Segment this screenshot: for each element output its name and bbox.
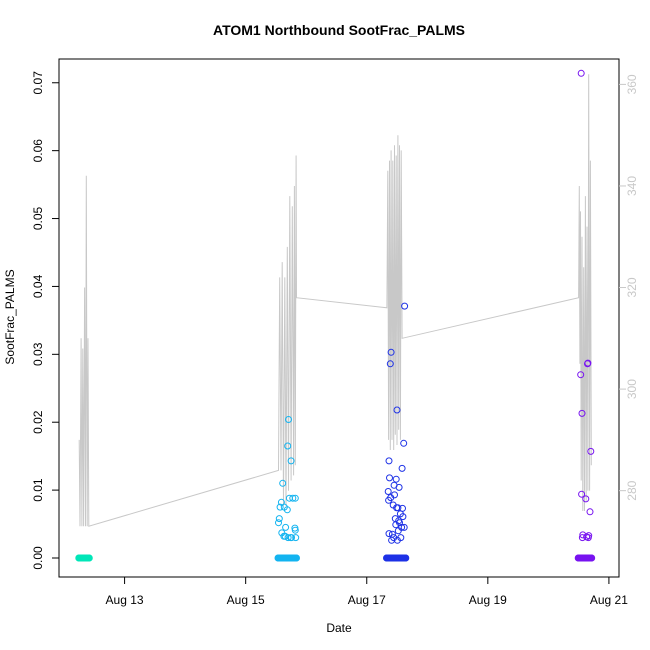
x-tick-label: Aug 13 xyxy=(106,593,144,607)
x-axis-label: Date xyxy=(326,621,352,635)
y-left-tick-label: 0.03 xyxy=(31,342,45,366)
data-point xyxy=(394,504,402,512)
data-point xyxy=(392,475,400,483)
data-point xyxy=(386,360,394,368)
data-point xyxy=(279,479,287,487)
data-point xyxy=(400,523,408,531)
data-point xyxy=(284,442,292,450)
data-point xyxy=(588,554,596,562)
data-point xyxy=(587,447,595,455)
data-point xyxy=(577,371,585,379)
y-left-tick-label: 0.01 xyxy=(31,478,45,502)
data-point xyxy=(285,416,292,423)
data-point xyxy=(392,521,400,529)
data-point xyxy=(395,483,403,491)
data-point xyxy=(400,439,408,447)
data-point xyxy=(276,503,284,511)
y-right-tick-label: 340 xyxy=(625,176,639,196)
data-point xyxy=(385,530,393,538)
data-point xyxy=(582,495,590,503)
y-left-tick-label: 0.00 xyxy=(31,546,45,570)
y-right-tick-label: 320 xyxy=(625,277,639,297)
data-point xyxy=(393,536,401,544)
data-point xyxy=(282,523,290,531)
data-point xyxy=(385,496,393,504)
data-point xyxy=(401,302,409,310)
y-left-tick-label: 0.02 xyxy=(31,410,45,434)
data-point xyxy=(288,534,295,542)
plot-frame xyxy=(58,58,620,578)
data-point xyxy=(578,409,586,417)
data-point xyxy=(402,554,410,562)
y-left-tick-label: 0.04 xyxy=(31,274,45,298)
x-tick-label: Aug 15 xyxy=(227,593,265,607)
data-point xyxy=(85,554,93,562)
y-right-tick-label: 360 xyxy=(625,74,639,94)
chart-title: ATOM1 Northbound SootFrac_PALMS xyxy=(213,22,465,38)
data-point xyxy=(577,69,585,77)
data-point xyxy=(291,494,299,502)
data-point xyxy=(394,527,402,535)
y-left-tick-label: 0.06 xyxy=(31,139,45,163)
x-tick-label: Aug 17 xyxy=(348,593,386,607)
altitude-line xyxy=(78,74,592,527)
data-point xyxy=(384,488,392,495)
data-point xyxy=(283,506,291,514)
data-point xyxy=(578,490,586,498)
data-point xyxy=(399,513,407,521)
data-point xyxy=(293,554,300,562)
data-point xyxy=(386,474,393,482)
data-point xyxy=(291,526,299,534)
data-point xyxy=(393,406,401,414)
y-right-tick-label: 280 xyxy=(625,480,639,500)
y-left-tick-label: 0.05 xyxy=(31,206,45,230)
data-point xyxy=(275,519,282,527)
data-point xyxy=(385,457,393,465)
data-point xyxy=(289,494,297,502)
data-point xyxy=(398,464,406,472)
data-point xyxy=(292,534,300,542)
data-point xyxy=(287,457,295,465)
data-point xyxy=(284,534,292,542)
plot-area: Aug 13 Aug 15 Aug 17 Aug 19 Aug 21 0.00 0.01 0.… xyxy=(31,58,639,607)
data-point xyxy=(584,360,591,368)
x-tick-label: Aug 21 xyxy=(590,593,628,607)
data-point xyxy=(387,348,395,356)
x-tick-label: Aug 19 xyxy=(469,593,507,607)
data-point xyxy=(586,508,594,516)
y-left-tick-label: 0.07 xyxy=(31,71,45,95)
y-axis-label: SootFrac_PALMS xyxy=(3,269,17,364)
data-point xyxy=(275,515,283,523)
data-point xyxy=(578,534,586,542)
y-right-tick-label: 300 xyxy=(625,379,639,399)
